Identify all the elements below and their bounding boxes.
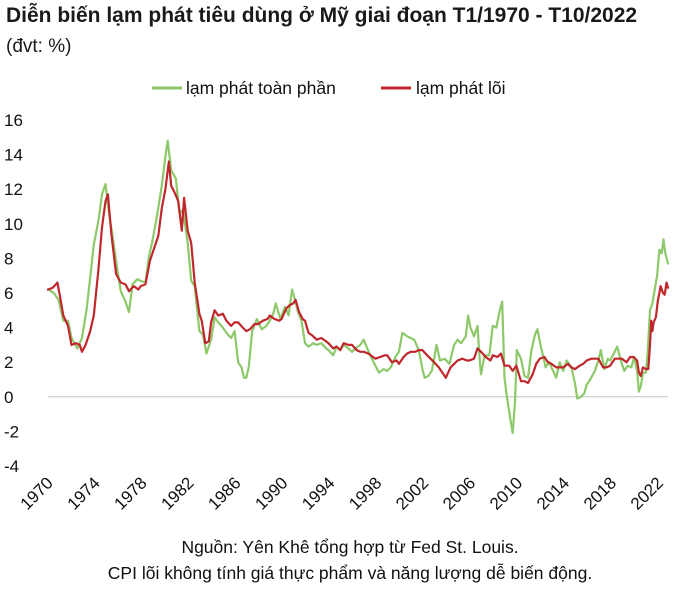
y-axis: -4 -2 0 2 4 6 8 10 12 14 16 [4,111,23,476]
x-tick-label: 1978 [111,473,151,513]
y-tick-label: 10 [4,215,23,234]
unit-label: (đvt: %) [6,36,72,57]
x-tick-label: 1970 [17,473,57,513]
legend-label-core: lạm phát lõi [416,78,506,98]
chart-title: Diễn biến lạm phát tiêu dùng ở Mỹ giai đ… [6,4,638,27]
x-axis: 1970 1974 1978 1982 1986 1990 1994 1998 2002 2006… [17,473,667,513]
definition-note: CPI lõi không tính giá thực phẩm và năng… [107,563,593,583]
series-group [46,139,670,435]
x-tick-label: 2014 [533,473,573,513]
y-tick-label: 16 [4,111,23,130]
x-tick-label: 1998 [345,473,385,513]
y-tick-label: 2 [4,353,13,372]
x-tick-label: 2022 [627,473,667,513]
y-tick-label: 0 [4,388,13,407]
x-tick-label: 2010 [486,473,526,513]
x-tick-label: 2018 [580,473,620,513]
y-tick-label: -2 [4,422,19,441]
y-tick-label: 12 [4,180,23,199]
x-tick-label: 1982 [157,473,197,513]
y-tick-label: -4 [4,457,19,476]
x-tick-label: 1974 [64,473,104,513]
legend-label-headline: lạm phát toàn phần [186,78,336,98]
footnotes: Nguồn: Yên Khê tổng hợp từ Fed St. Louis… [0,534,700,586]
x-tick-label: 1990 [251,473,291,513]
line-chart: lạm phát toàn phần lạm phát lõi -4 -2 0 2 4 6… [4,78,670,514]
y-tick-label: 6 [4,284,13,303]
series-line-headline [46,139,670,435]
legend: lạm phát toàn phần lạm phát lõi [152,78,506,98]
y-tick-label: 4 [4,319,13,338]
x-tick-label: 1994 [298,473,338,513]
series-line-core [46,160,670,385]
source-note: Nguồn: Yên Khê tổng hợp từ Fed St. Louis… [181,537,519,557]
x-tick-label: 2002 [392,473,432,513]
y-tick-label: 14 [4,146,23,165]
y-tick-label: 8 [4,249,13,268]
x-tick-label: 2006 [439,473,479,513]
x-tick-label: 1986 [204,473,244,513]
